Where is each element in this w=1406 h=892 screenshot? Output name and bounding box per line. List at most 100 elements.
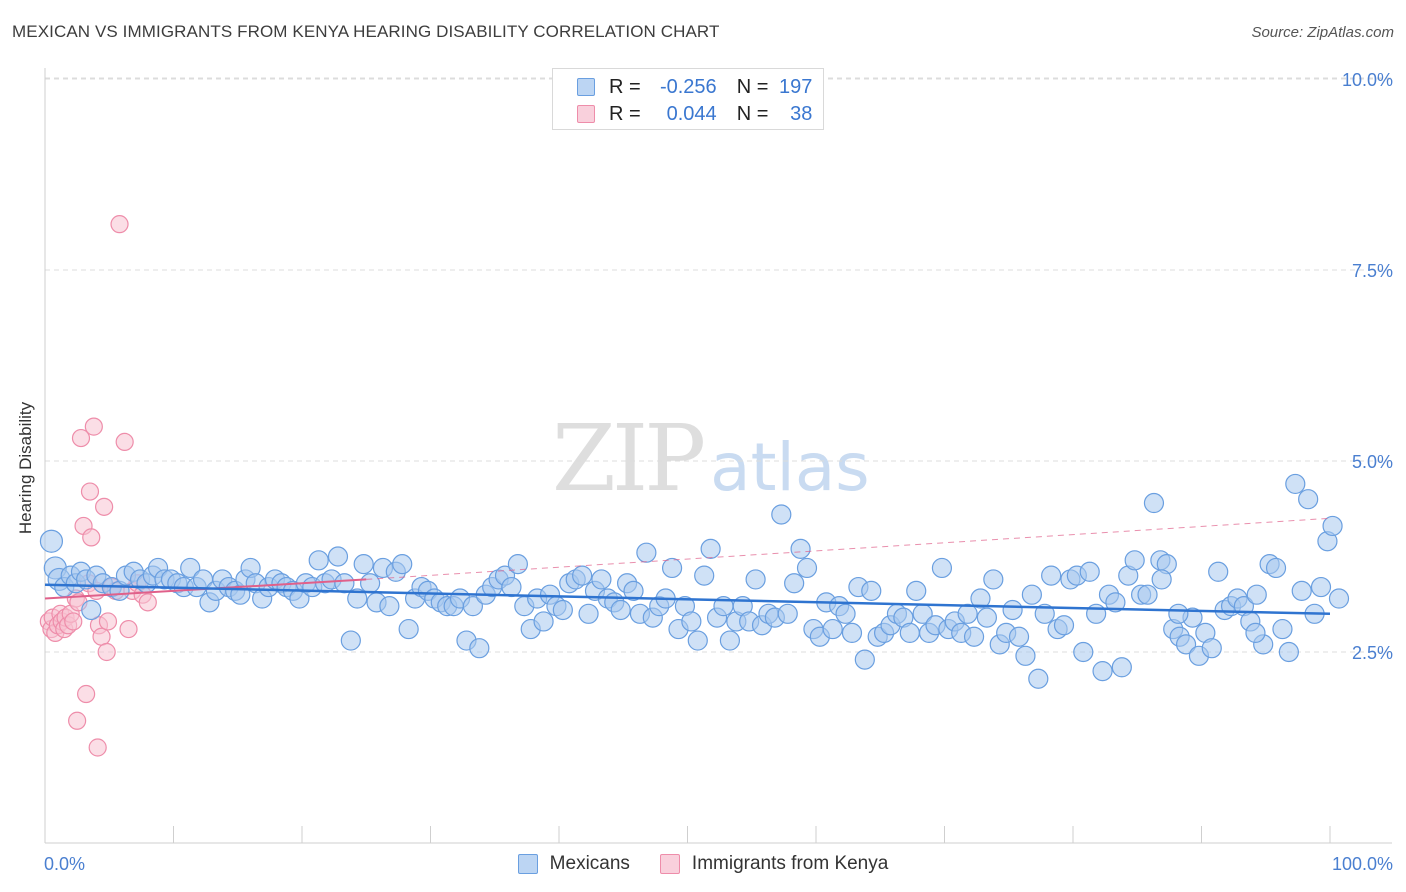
x-tick-label-max: 100.0% — [1332, 854, 1393, 874]
legend-item-kenya[interactable]: Immigrants from Kenya — [659, 853, 889, 875]
mexican-point — [771, 504, 792, 525]
mexican-point — [39, 529, 64, 553]
mexican-point — [353, 554, 374, 575]
kenya-point — [115, 432, 134, 451]
y-tick-label: 7.5% — [1352, 261, 1393, 281]
mexican-point — [1285, 473, 1306, 495]
mexican-point — [636, 542, 657, 563]
mexican-point — [591, 569, 612, 590]
mexican-point — [1322, 515, 1343, 537]
mexican-point — [347, 588, 368, 609]
legend-r-label: R = — [609, 75, 641, 98]
legend-swatch-blue — [577, 78, 595, 96]
mexican-point — [1137, 584, 1158, 605]
kenya-point — [119, 619, 138, 639]
mexican-trend-line — [44, 583, 1331, 616]
mexican-point — [1015, 645, 1036, 666]
mexican-point — [1201, 638, 1222, 659]
mexican-point — [681, 611, 702, 632]
mexican-point — [1151, 569, 1172, 590]
mexican-point — [661, 557, 683, 579]
mexican-point — [578, 603, 599, 624]
legend-r-value: -0.256 — [659, 75, 717, 98]
mexican-point — [1265, 557, 1287, 579]
legend-r-value: 0.044 — [666, 102, 717, 125]
mexican-point — [1278, 641, 1299, 663]
trend-lines — [44, 517, 1331, 616]
mexican-point — [835, 603, 856, 624]
mexican-point — [1111, 657, 1132, 678]
mexican-point — [784, 573, 805, 594]
mexican-point — [610, 599, 631, 621]
axes — [44, 68, 1392, 844]
mexican-point — [970, 588, 991, 609]
mexican-point — [976, 607, 998, 628]
mexican-point — [1021, 584, 1042, 605]
mexican-point — [1053, 615, 1075, 636]
kenya-point — [138, 593, 157, 612]
mexican-point — [1073, 641, 1094, 663]
kenya-point — [71, 428, 91, 448]
x-tick-label-min: 0.0% — [44, 854, 85, 874]
series-legend: Mexicans Immigrants from Kenya — [0, 850, 1406, 878]
kenya-point — [80, 482, 100, 501]
mexican-point — [1328, 588, 1350, 609]
mexican-point — [694, 565, 715, 586]
mexican-point — [822, 618, 843, 640]
y-tick-label: 5.0% — [1352, 452, 1393, 472]
mexican-point — [501, 576, 522, 598]
kenya-trend-extension — [366, 517, 1331, 580]
mexican-point — [308, 550, 329, 571]
legend-row-mexicans: R = -0.256 N = 197 — [577, 75, 812, 99]
legend-n-value: 197 — [779, 75, 813, 98]
mexican-point — [1105, 592, 1126, 613]
mexican-point — [854, 649, 875, 670]
mexican-point — [745, 569, 766, 590]
mexican-point — [327, 546, 349, 567]
mexican-point — [1246, 584, 1267, 605]
mexican-point — [1291, 580, 1312, 601]
mexican-point — [507, 554, 528, 575]
legend-swatch-pink — [577, 105, 595, 123]
watermark-atlas: atlas — [710, 429, 870, 506]
mexican-point — [931, 557, 953, 579]
mexican-point — [1002, 599, 1023, 621]
kenya-point — [98, 612, 118, 631]
mexican-point — [1143, 492, 1165, 514]
legend-n-label: N = — [736, 75, 769, 98]
mexican-point — [398, 618, 419, 640]
mexican-point — [1124, 550, 1145, 571]
mexican-point — [1175, 634, 1197, 655]
mexican-point — [700, 538, 721, 559]
legend-row-kenya: R = 0.044 N = 38 — [577, 102, 812, 126]
source-credit: Source: ZipAtlas.com — [1251, 24, 1394, 41]
mexican-point — [899, 622, 920, 644]
kenya-point — [82, 528, 101, 547]
mexican-point — [1168, 603, 1189, 624]
mexican-point — [623, 580, 644, 601]
mexican-point — [1208, 561, 1229, 582]
kenya-point — [97, 642, 116, 662]
mexican-point — [1041, 565, 1062, 586]
chart-title: MEXICAN VS IMMIGRANTS FROM KENYA HEARING… — [12, 22, 720, 41]
legend-item-mexicans[interactable]: Mexicans — [517, 853, 630, 875]
y-tick-label: 10.0% — [1342, 70, 1393, 90]
kenya-point — [77, 684, 96, 704]
mexican-point — [983, 569, 1004, 590]
mexican-point — [1034, 603, 1055, 624]
mexican-point — [1028, 668, 1049, 689]
legend-swatch-kenya — [659, 854, 680, 874]
mexican-point — [552, 599, 573, 621]
legend-swatch-mexicans — [517, 854, 538, 874]
mexican-point — [81, 599, 102, 621]
kenya-point — [68, 711, 87, 730]
legend-label-kenya: Immigrants from Kenya — [691, 853, 889, 874]
mexican-point — [572, 565, 593, 586]
mexican-point — [533, 611, 554, 632]
legend-n-value: 38 — [790, 102, 813, 125]
mexican-point — [906, 580, 927, 601]
mexican-point — [360, 573, 381, 594]
mexican-point — [334, 573, 355, 594]
mexican-point — [462, 596, 484, 617]
